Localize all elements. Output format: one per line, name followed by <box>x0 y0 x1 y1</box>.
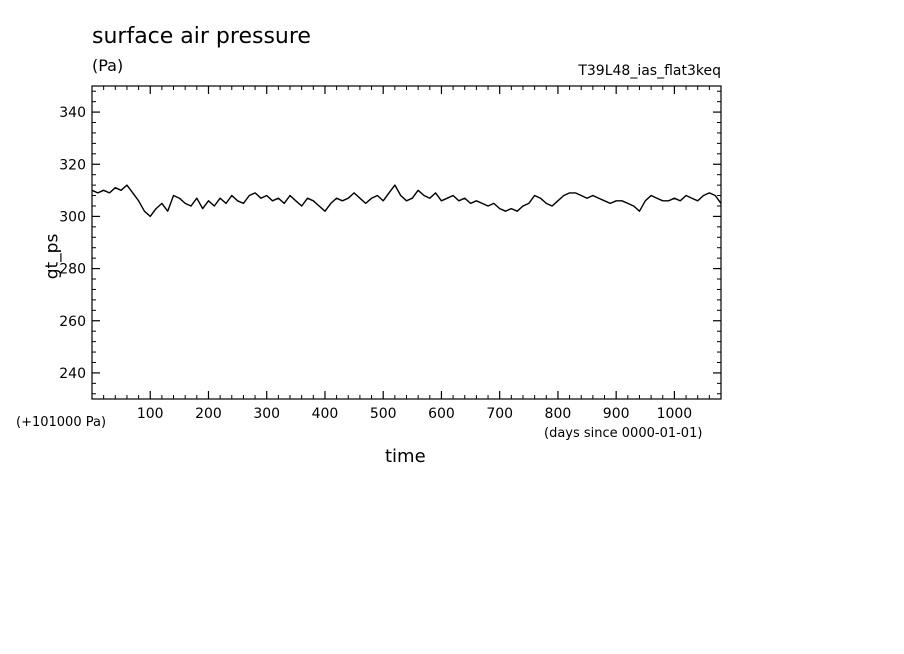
run-label: T39L48_ias_flat3keq <box>578 63 721 79</box>
x-units-label: (days since 0000-01-01) <box>544 426 703 441</box>
x-tick-label: 200 <box>195 406 222 422</box>
y-offset-label: (+101000 Pa) <box>16 415 107 430</box>
y-tick-label: 340 <box>59 105 86 121</box>
plot-frame <box>91 85 722 400</box>
x-tick-label: 600 <box>428 406 455 422</box>
series-group <box>91 184 722 218</box>
y-tick-label: 240 <box>59 366 86 382</box>
x-tick-label: 500 <box>370 406 397 422</box>
tick-labels: 100 200 300 400 500 600 700 800 900 1000 240 260 280… <box>59 105 692 422</box>
chart-title: surface air pressure <box>92 24 311 49</box>
y-tick-label: 300 <box>59 209 86 225</box>
x-tick-label: 300 <box>253 406 280 422</box>
units-label: (Pa) <box>92 56 124 75</box>
x-tick-label: 400 <box>312 406 339 422</box>
y-tick-label: 320 <box>59 157 86 173</box>
x-tick-label: 1000 <box>657 406 693 422</box>
x-tick-label: 700 <box>486 406 513 422</box>
x-tick-label: 100 <box>137 406 164 422</box>
y-tick-label: 280 <box>59 262 86 278</box>
x-axis-label: time <box>385 446 426 467</box>
y-tick-label: 260 <box>59 314 86 330</box>
axis-ticks <box>92 86 721 399</box>
series-line <box>91 184 722 218</box>
x-tick-label: 800 <box>545 406 572 422</box>
x-tick-label: 900 <box>603 406 630 422</box>
